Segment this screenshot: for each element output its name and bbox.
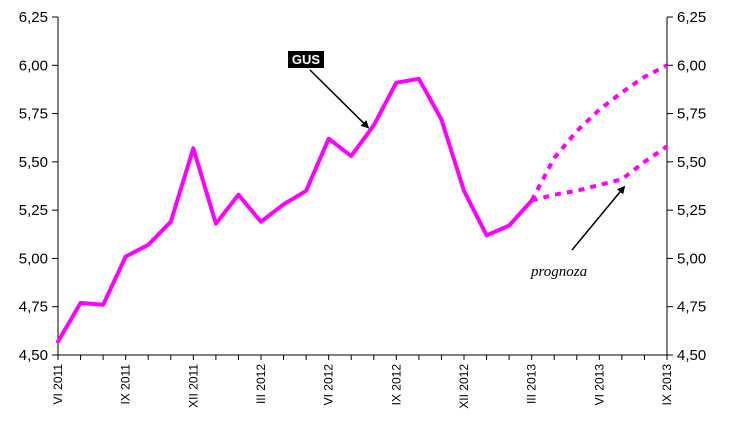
series-line-0 bbox=[56, 76, 534, 344]
x-tick-label: IX 2011 bbox=[119, 364, 133, 405]
y-tick-label-left: 6,00 bbox=[19, 57, 48, 74]
x-tick-label: VI 2012 bbox=[322, 364, 336, 406]
y-tick-label-left: 5,75 bbox=[19, 106, 48, 123]
y-tick-label-right: 5,50 bbox=[677, 154, 706, 171]
y-tick-label-right: 5,75 bbox=[677, 106, 706, 123]
y-tick-label-left: 5,00 bbox=[19, 250, 48, 267]
y-tick-label-right: 6,25 bbox=[677, 9, 706, 26]
series-layer bbox=[56, 63, 669, 344]
forecast-series-2 bbox=[531, 144, 669, 203]
x-tick-label: VI 2011 bbox=[51, 364, 65, 405]
y-tick-label-left: 5,50 bbox=[19, 154, 48, 171]
chart-axes: 4,50 4,50 4,75 4,75 5,00 5,00 5,25 5,25 5,50 5,50… bbox=[19, 9, 706, 409]
prognoza-arrow bbox=[571, 185, 626, 251]
gus-label: GUS bbox=[292, 52, 321, 67]
annotation-layer: GUS prognoza bbox=[288, 51, 626, 280]
forecast-series-1 bbox=[529, 63, 668, 202]
x-tick-label: III 2013 bbox=[525, 364, 539, 404]
y-tick-label-right: 4,75 bbox=[677, 299, 706, 316]
y-tick-label-right: 5,25 bbox=[677, 202, 706, 219]
gus-label-box bbox=[288, 51, 324, 68]
gus-arrow bbox=[309, 69, 370, 129]
y-tick-label-right: 4,50 bbox=[677, 347, 706, 364]
x-tick-label: IX 2012 bbox=[389, 364, 403, 406]
x-tick-label: III 2012 bbox=[254, 364, 268, 404]
prognoza-label: prognoza bbox=[530, 264, 587, 280]
x-tick-label: XII 2011 bbox=[186, 364, 200, 408]
y-tick-label-right: 5,00 bbox=[677, 250, 706, 267]
y-tick-label-right: 6,00 bbox=[677, 57, 706, 74]
y-tick-label-left: 4,75 bbox=[19, 299, 48, 316]
x-tick-label: XII 2012 bbox=[457, 364, 471, 409]
y-tick-label-left: 4,50 bbox=[19, 347, 48, 364]
x-tick-label: IX 2013 bbox=[660, 364, 674, 406]
y-tick-label-left: 5,25 bbox=[19, 202, 48, 219]
x-tick-label: VI 2013 bbox=[592, 364, 606, 406]
y-tick-label-left: 6,25 bbox=[19, 9, 48, 26]
